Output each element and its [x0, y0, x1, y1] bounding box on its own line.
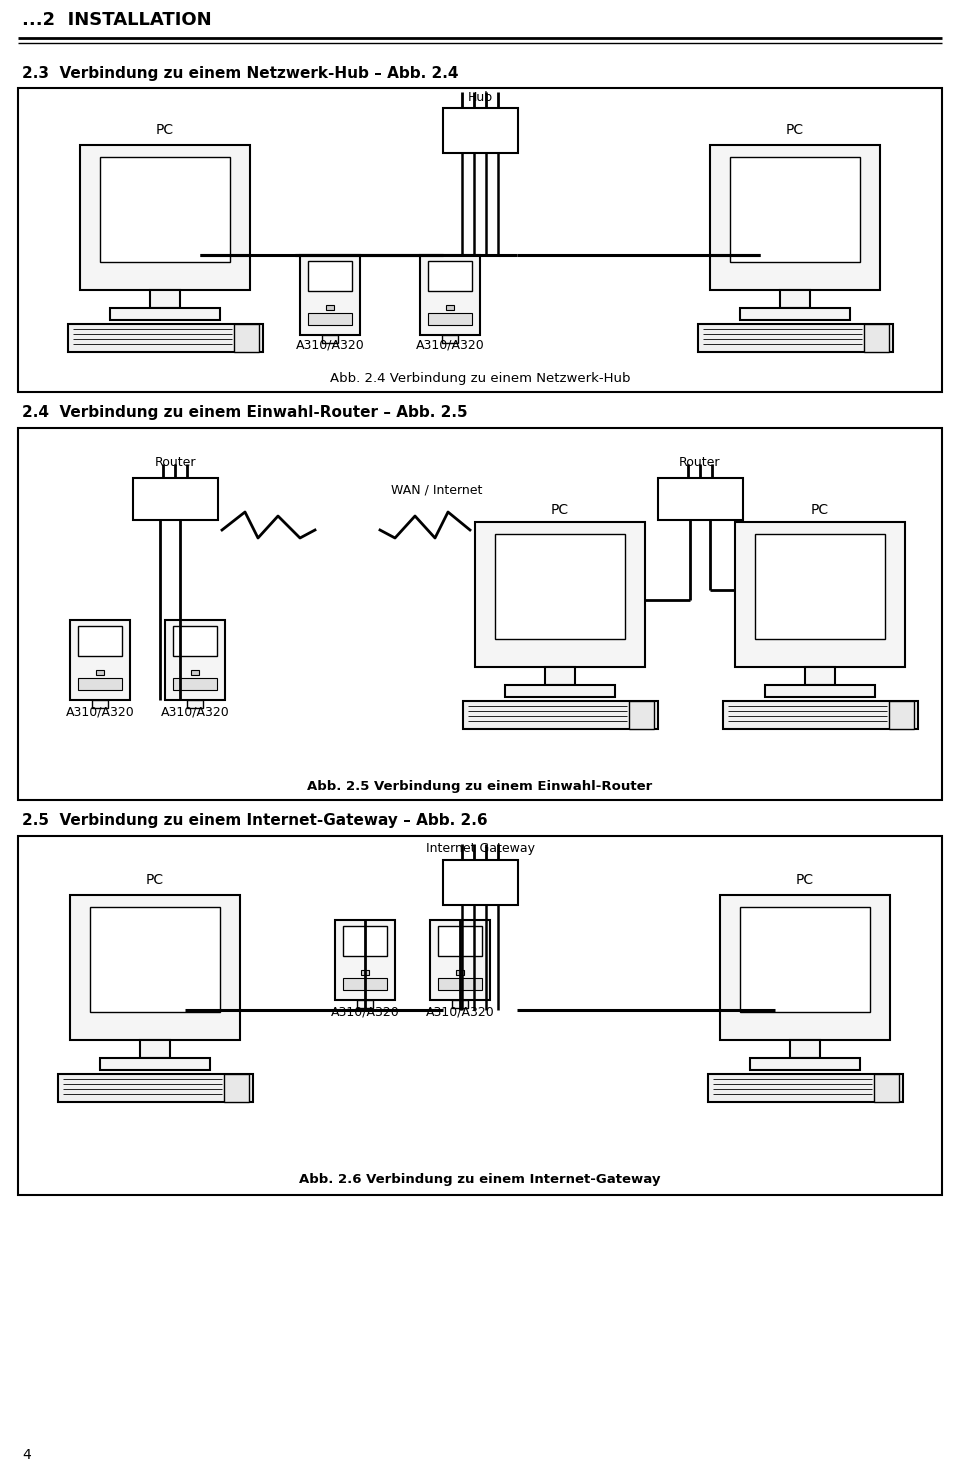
- Text: PC: PC: [146, 873, 164, 887]
- Text: 2.5  Verbindung zu einem Internet-Gateway – Abb. 2.6: 2.5 Verbindung zu einem Internet-Gateway…: [22, 812, 488, 827]
- Bar: [308, 312, 352, 324]
- Text: Internet Gateway: Internet Gateway: [425, 842, 535, 855]
- Bar: [173, 626, 217, 656]
- Bar: [765, 685, 875, 697]
- Bar: [805, 668, 835, 685]
- Bar: [361, 970, 369, 974]
- Bar: [68, 324, 263, 352]
- Bar: [720, 895, 890, 1041]
- Bar: [475, 522, 645, 668]
- Bar: [133, 478, 218, 520]
- Bar: [730, 158, 860, 262]
- Bar: [698, 324, 893, 352]
- Bar: [456, 970, 464, 974]
- Bar: [723, 702, 918, 730]
- Bar: [70, 895, 240, 1041]
- Text: 4: 4: [22, 1447, 31, 1462]
- Bar: [428, 312, 472, 324]
- Text: WAN / Internet: WAN / Internet: [392, 483, 483, 497]
- Text: A310/A320: A310/A320: [65, 706, 134, 718]
- Bar: [80, 144, 250, 290]
- Bar: [430, 920, 490, 999]
- Text: Abb. 2.4 Verbindung zu einem Netzwerk-Hub: Abb. 2.4 Verbindung zu einem Netzwerk-Hu…: [329, 371, 631, 385]
- Bar: [452, 999, 468, 1008]
- Text: Hub: Hub: [468, 90, 492, 103]
- Bar: [740, 907, 870, 1013]
- Bar: [326, 305, 334, 310]
- Bar: [755, 534, 885, 640]
- Bar: [750, 1058, 860, 1070]
- Bar: [300, 255, 360, 335]
- Bar: [438, 979, 482, 991]
- Bar: [735, 522, 905, 668]
- Text: PC: PC: [551, 503, 569, 517]
- Text: ...2  INSTALLATION: ...2 INSTALLATION: [22, 10, 211, 29]
- Text: A310/A320: A310/A320: [160, 706, 229, 718]
- Bar: [18, 88, 942, 392]
- Bar: [443, 108, 518, 153]
- Bar: [78, 626, 122, 656]
- Bar: [343, 979, 387, 991]
- Bar: [308, 261, 352, 290]
- Bar: [18, 427, 942, 800]
- Text: PC: PC: [796, 873, 814, 887]
- Bar: [658, 478, 743, 520]
- Text: PC: PC: [156, 122, 174, 137]
- Bar: [505, 685, 615, 697]
- Bar: [165, 621, 225, 700]
- Bar: [874, 1075, 899, 1103]
- Text: Router: Router: [155, 455, 196, 469]
- Bar: [708, 1075, 903, 1103]
- Bar: [70, 621, 130, 700]
- Bar: [140, 1041, 170, 1058]
- Bar: [58, 1075, 253, 1103]
- Bar: [629, 702, 654, 730]
- Text: PC: PC: [811, 503, 829, 517]
- Bar: [234, 324, 259, 352]
- Text: Router: Router: [680, 455, 721, 469]
- Text: A310/A320: A310/A320: [416, 339, 485, 351]
- Bar: [191, 671, 199, 675]
- Text: A310/A320: A310/A320: [330, 1005, 399, 1019]
- Bar: [710, 144, 880, 290]
- Bar: [150, 290, 180, 308]
- Text: 2.3  Verbindung zu einem Netzwerk-Hub – Abb. 2.4: 2.3 Verbindung zu einem Netzwerk-Hub – A…: [22, 65, 459, 81]
- Bar: [357, 999, 373, 1008]
- Bar: [463, 702, 658, 730]
- Bar: [438, 926, 482, 957]
- Text: A310/A320: A310/A320: [425, 1005, 494, 1019]
- Text: 2.4  Verbindung zu einem Einwahl-Router – Abb. 2.5: 2.4 Verbindung zu einem Einwahl-Router –…: [22, 404, 468, 420]
- Bar: [442, 335, 458, 343]
- Bar: [110, 308, 220, 320]
- Bar: [96, 671, 104, 675]
- Bar: [100, 158, 230, 262]
- Bar: [224, 1075, 249, 1103]
- Bar: [790, 1041, 820, 1058]
- Bar: [428, 261, 472, 290]
- Bar: [889, 702, 914, 730]
- Bar: [864, 324, 889, 352]
- Text: Abb. 2.6 Verbindung zu einem Internet-Gateway: Abb. 2.6 Verbindung zu einem Internet-Ga…: [300, 1173, 660, 1187]
- Bar: [90, 907, 220, 1013]
- Bar: [780, 290, 810, 308]
- Bar: [495, 534, 625, 640]
- Bar: [420, 255, 480, 335]
- Bar: [92, 700, 108, 708]
- Bar: [443, 859, 518, 905]
- Text: Abb. 2.5 Verbindung zu einem Einwahl-Router: Abb. 2.5 Verbindung zu einem Einwahl-Rou…: [307, 780, 653, 793]
- Bar: [545, 668, 575, 685]
- Bar: [78, 678, 122, 690]
- Text: A310/A320: A310/A320: [296, 339, 365, 351]
- Bar: [187, 700, 203, 708]
- Bar: [343, 926, 387, 957]
- Bar: [335, 920, 395, 999]
- Bar: [18, 836, 942, 1195]
- Bar: [446, 305, 454, 310]
- Text: PC: PC: [786, 122, 804, 137]
- Bar: [173, 678, 217, 690]
- Bar: [322, 335, 338, 343]
- Bar: [740, 308, 850, 320]
- Bar: [100, 1058, 210, 1070]
